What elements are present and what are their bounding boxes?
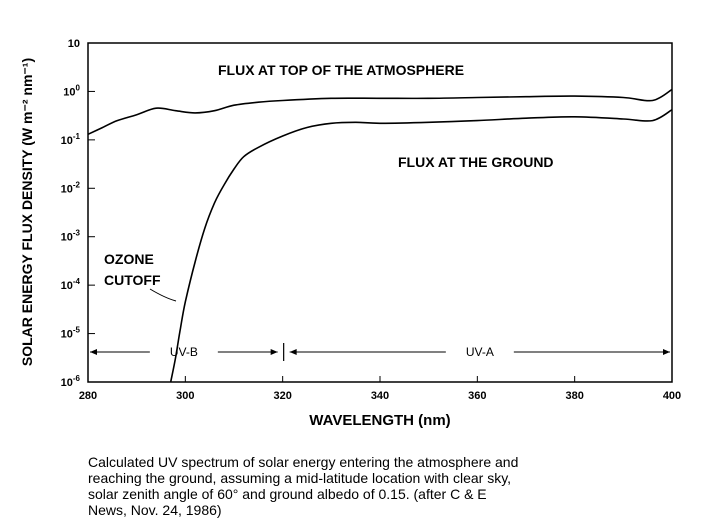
y-tick-label-0: 10 (68, 38, 80, 50)
y-tick-label-5: 10-4 (61, 277, 81, 292)
x-tick-label-4: 360 (468, 390, 486, 402)
uv-spectrum-chart: 10 100 10-1 10-2 10-3 10-4 10-5 10-6 280 300 320 3… (19, 38, 681, 429)
uv-a-arrowhead-left (289, 349, 297, 355)
x-tick-label-6: 400 (663, 390, 681, 402)
x-tick-label-2: 320 (273, 390, 291, 402)
y-tick-label-1: 100 (63, 83, 80, 98)
y-axis-label: SOLAR ENERGY FLUX DENSITY (W m⁻² nm⁻¹) (19, 58, 35, 366)
caption-line-1: Calculated UV spectrum of solar energy e… (88, 454, 519, 470)
plot-frame (87, 42, 673, 383)
uv-b-arrowhead-left (90, 349, 97, 355)
y-tick-label-6: 10-5 (61, 326, 81, 341)
caption-line-4: News, Nov. 24, 1986) (88, 502, 222, 518)
y-axis-ticks: 10 100 10-1 10-2 10-3 10-4 10-5 10-6 (61, 38, 95, 389)
uv-a-label: UV-A (466, 345, 494, 359)
figure-caption: Calculated UV spectrum of solar energy e… (88, 454, 688, 518)
y-tick-label-2: 10-1 (61, 132, 81, 147)
top-flux-label: FLUX AT TOP OF THE ATMOSPHERE (218, 62, 464, 78)
ozone-label-line1: OZONE (104, 251, 154, 267)
y-tick-label-3: 10-2 (61, 180, 81, 195)
uv-b-label: UV-B (170, 345, 198, 359)
caption-line-2: reaching the ground, assuming a mid-lati… (88, 470, 512, 486)
ozone-label-line2: CUTOFF (104, 272, 161, 288)
x-axis-ticks: 280 300 320 340 360 380 400 (79, 376, 681, 402)
uv-band-arrows: UV-B UV-A (90, 343, 670, 361)
uv-a-arrowhead-right (663, 349, 670, 355)
x-tick-label-5: 380 (565, 390, 583, 402)
uv-b-arrowhead-right (270, 349, 278, 355)
ozone-pointer-line (149, 288, 177, 302)
series-line-top-of-atmosphere (87, 88, 673, 136)
ground-flux-label: FLUX AT THE GROUND (398, 154, 554, 170)
series-lines (87, 88, 673, 383)
y-tick-label-4: 10-3 (61, 229, 81, 244)
x-tick-label-3: 340 (371, 390, 389, 402)
series-line-ground (169, 109, 673, 383)
x-tick-label-0: 280 (79, 390, 97, 402)
y-tick-label-7: 10-6 (61, 374, 81, 389)
x-tick-label-1: 300 (176, 390, 194, 402)
caption-line-3: solar zenith angle of 60° and ground alb… (88, 486, 487, 502)
x-axis-label: WAVELENGTH (nm) (309, 412, 450, 429)
